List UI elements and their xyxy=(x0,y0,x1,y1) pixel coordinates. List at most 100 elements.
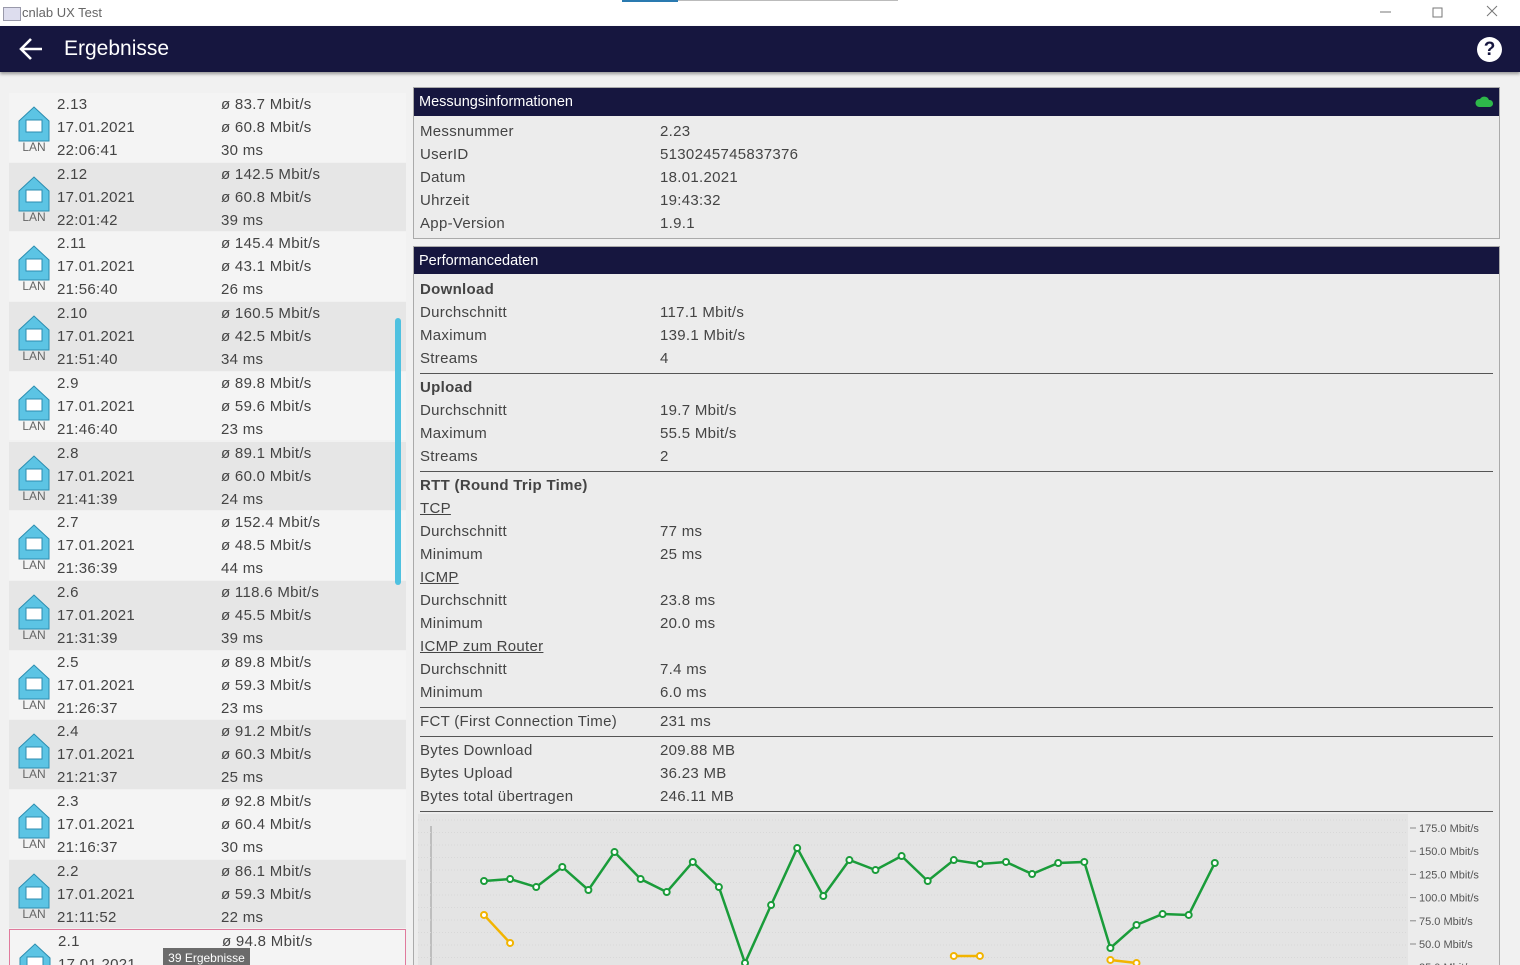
info-row: Messnummer 2.23 xyxy=(420,120,1493,143)
result-time: 21:21:37 xyxy=(57,769,118,787)
result-item[interactable]: LAN 2.8 17.01.2021 21:41:39 ø 89.1 Mbit/s ø 6… xyxy=(9,441,406,511)
data-point xyxy=(688,857,697,866)
performance-section: Download Durchschnitt 117.1 Mbit/s Maximum 1… xyxy=(420,276,1493,374)
result-id: 2.9 xyxy=(57,374,79,392)
data-point xyxy=(584,885,593,894)
result-download: ø 118.6 Mbit/s xyxy=(221,583,320,601)
y-tick-label: 150.0 Mbit/s xyxy=(1419,846,1479,858)
result-item[interactable]: LAN 2.13 17.01.2021 22:06:41 ø 83.7 Mbit/s ø … xyxy=(9,93,406,162)
result-upload: ø 59.6 Mbit/s xyxy=(221,397,312,415)
performance-section: RTT (Round Trip Time) TCP Durchschnitt 77 m… xyxy=(420,472,1493,708)
metric-label: Minimum xyxy=(420,684,483,701)
info-label: Uhrzeit xyxy=(420,192,470,209)
data-point xyxy=(1106,955,1115,964)
info-panel: Messungsinformationen Messnummer 2.23 User… xyxy=(413,87,1500,239)
result-ping: 30 ms xyxy=(221,839,264,856)
title-bar: cnlab UX Test xyxy=(0,0,1520,26)
data-point xyxy=(1002,857,1010,866)
house-screen xyxy=(25,886,43,900)
result-item[interactable]: LAN 2.7 17.01.2021 21:36:39 ø 152.4 Mbit/s ø … xyxy=(9,511,406,580)
scrollbar[interactable] xyxy=(395,318,401,585)
back-button[interactable] xyxy=(18,36,46,62)
result-item[interactable]: LAN 2.11 17.01.2021 21:56:40 ø 145.4 Mbit/s ø… xyxy=(9,232,406,302)
result-ping: 23 ms xyxy=(221,420,264,438)
app-icon xyxy=(3,7,21,21)
house-screen xyxy=(25,537,43,551)
performance-row: Bytes total übertragen 246.11 MB xyxy=(420,785,1493,808)
metric-label: Durchschnitt xyxy=(420,592,507,609)
info-label: Datum xyxy=(420,169,466,186)
result-date: 17.01.2021 xyxy=(57,746,136,764)
performance-row: Minimum 6.0 ms xyxy=(420,681,1493,704)
result-id: 2.3 xyxy=(57,793,79,810)
result-upload: ø 59.3 Mbit/s xyxy=(221,885,312,903)
icon-label: LAN xyxy=(22,698,45,712)
performance-row: Maximum 55.5 Mbit/s xyxy=(420,422,1493,445)
metric-value: 36.23 MB xyxy=(660,765,727,782)
data-point xyxy=(506,875,515,884)
result-date: 17.01.2021 xyxy=(57,328,136,346)
data-point xyxy=(975,860,984,869)
lan-icon: LAN xyxy=(18,803,50,851)
info-label: App-Version xyxy=(420,215,506,232)
result-upload: ø 60.8 Mbit/s xyxy=(221,188,312,206)
result-id: 2.5 xyxy=(57,653,79,671)
result-item[interactable]: LAN 2.5 17.01.2021 21:26:37 ø 89.8 Mbit/s ø 5… xyxy=(9,650,406,720)
result-upload: ø 59.3 Mbit/s xyxy=(221,676,312,694)
result-time: 21:26:37 xyxy=(57,699,118,717)
data-point xyxy=(949,951,958,960)
metric-label: Bytes Upload xyxy=(420,765,513,782)
result-id: 2.8 xyxy=(57,444,79,462)
result-item[interactable]: LAN 2.6 17.01.2021 21:31:39 ø 118.6 Mbit/s ø … xyxy=(9,580,406,650)
restore[interactable] xyxy=(1432,7,1443,18)
house-screen xyxy=(25,398,43,412)
result-ping: 39 ms xyxy=(221,211,264,229)
info-label: Messnummer xyxy=(420,123,514,140)
house-screen xyxy=(25,189,43,203)
y-tick-label: 100.0 Mbit/s xyxy=(1419,893,1479,905)
lan-icon: LAN xyxy=(18,245,50,293)
result-date: 17.01.2021 xyxy=(57,816,136,833)
metric-label: Maximum xyxy=(420,327,488,344)
data-point xyxy=(480,910,488,919)
metric-label: FCT (First Connection Time) xyxy=(420,713,618,730)
icon-label: LAN xyxy=(22,210,45,224)
result-item[interactable]: LAN 2.4 17.01.2021 21:21:37 ø 91.2 Mbit/s ø 6… xyxy=(9,720,406,789)
result-time: 21:46:40 xyxy=(57,420,118,438)
window-controls[interactable] xyxy=(1370,0,1520,26)
result-item[interactable]: LAN 2.2 17.01.2021 21:11:52 ø 86.1 Mbit/s ø 5… xyxy=(9,859,406,929)
performance-row: Maximum 139.1 Mbit/s xyxy=(420,324,1493,347)
info-row: App-Version 1.9.1 xyxy=(420,212,1493,235)
y-tick-label: 75.0 Mbit/s xyxy=(1419,916,1473,928)
metric-value: 6.0 ms xyxy=(660,684,707,701)
help-button[interactable]: ? xyxy=(1477,37,1502,62)
metric-value: 139.1 Mbit/s xyxy=(660,327,746,344)
data-point xyxy=(767,901,776,910)
lan-icon: LAN xyxy=(18,315,50,363)
result-id: 2.13 xyxy=(57,96,88,113)
performance-row: Durchschnitt 117.1 Mbit/s xyxy=(420,301,1493,324)
result-download: ø 89.8 Mbit/s xyxy=(221,374,312,392)
house-screen xyxy=(25,258,43,272)
result-time: 21:56:40 xyxy=(57,281,118,299)
lan-icon: LAN xyxy=(18,454,50,503)
result-item[interactable]: LAN 2.9 17.01.2021 21:46:40 ø 89.8 Mbit/s ø 5… xyxy=(9,371,406,441)
result-upload: ø 43.1 Mbit/s xyxy=(221,258,312,276)
house-screen xyxy=(25,746,43,760)
close[interactable] xyxy=(1486,5,1498,17)
performance-row: TCP xyxy=(420,497,1493,520)
performance-row: ICMP zum Router xyxy=(420,635,1493,658)
result-download: ø 83.7 Mbit/s xyxy=(221,96,312,113)
metric-label: Streams xyxy=(420,448,478,465)
house-screen xyxy=(25,468,43,481)
result-item[interactable]: LAN 2.12 17.01.2021 22:01:42 ø 142.5 Mbit/s ø… xyxy=(9,162,406,232)
tab-indicator xyxy=(622,0,678,2)
result-upload: ø 42.5 Mbit/s xyxy=(221,328,312,346)
performance-row: Durchschnitt 23.8 ms xyxy=(420,589,1493,612)
lan-icon: LAN xyxy=(18,385,50,433)
info-row: Datum 18.01.2021 xyxy=(420,166,1493,189)
data-point xyxy=(1054,858,1063,867)
icon-label: LAN xyxy=(22,349,45,363)
result-item[interactable]: LAN 2.3 17.01.2021 21:16:37 ø 92.8 Mbit/s ø 6… xyxy=(9,790,406,859)
result-item[interactable]: LAN 2.10 17.01.2021 21:51:40 ø 160.5 Mbit/s ø… xyxy=(9,302,406,371)
